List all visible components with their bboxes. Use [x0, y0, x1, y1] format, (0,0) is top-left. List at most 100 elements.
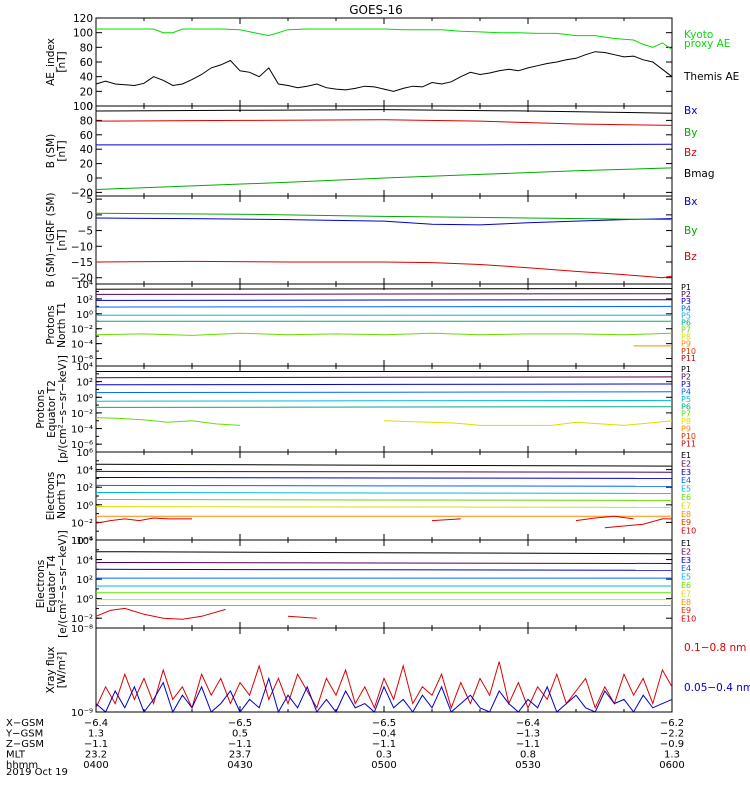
series-line	[95, 676, 673, 714]
series-line	[95, 607, 226, 620]
y-tick-label: 10⁴	[76, 556, 93, 567]
y-tick-label: 10⁻⁸	[71, 624, 93, 635]
y-tick-label: 10⁻⁶	[71, 440, 93, 451]
y-tick-label: 100	[73, 101, 93, 113]
y-tick-label: 10⁴	[76, 362, 93, 373]
footer-row-label: X−GSM	[6, 718, 44, 729]
y-tick-label: 10²	[76, 575, 93, 586]
legend-entry: P7	[681, 326, 691, 335]
y-axis-label: [nT]	[56, 229, 68, 250]
legend-entry: Bz	[684, 147, 697, 159]
y-axis-label: Equator T4	[46, 555, 58, 613]
legend-entry: P1	[681, 365, 691, 374]
series-line	[95, 399, 673, 402]
legend-entry: By	[684, 127, 697, 139]
series-line	[95, 568, 673, 571]
panel-frame	[95, 283, 673, 367]
legend-entry: P10	[681, 432, 696, 441]
series-line	[95, 492, 673, 494]
legend-entry: 0.05−0.4 nm	[684, 682, 750, 694]
y-tick-label: 80	[80, 42, 93, 54]
series-line	[95, 484, 673, 487]
series-line	[95, 167, 673, 190]
y-tick-label: 10⁻⁴	[71, 340, 93, 351]
series-line	[95, 293, 673, 295]
footer-value: −1.1	[516, 739, 540, 750]
footer-value: −1.1	[84, 739, 108, 750]
legend-entry: E3	[681, 556, 691, 565]
footer-row-label: MLT	[6, 750, 26, 761]
y-axis-label: B (SM)−IGRF (SM)	[45, 192, 57, 287]
series-line	[95, 463, 673, 467]
series-line	[96, 143, 673, 146]
y-tick-label: 0	[86, 173, 93, 185]
y-tick-label: 0	[86, 101, 93, 113]
legend-entry: Kyoto	[684, 29, 713, 41]
footer-value: −0.4	[372, 729, 396, 740]
y-axis-label: North T1	[56, 302, 68, 348]
y-axis-label: Equator T2	[46, 380, 58, 438]
footer-value: 0.3	[376, 750, 392, 761]
series-line	[95, 260, 673, 279]
legend-entry: P11	[681, 354, 696, 363]
footer-value: −6.5	[228, 718, 252, 729]
series-line	[95, 332, 673, 336]
y-tick-label: 20	[80, 86, 93, 98]
footer-value: −2.2	[660, 729, 684, 740]
legend-entry: P7	[681, 410, 691, 419]
plot-title: GOES-16	[349, 3, 403, 17]
series-line	[95, 517, 192, 524]
y-tick-label: −10	[71, 241, 93, 253]
y-axis-label: Xray flux	[45, 647, 57, 694]
y-tick-label: −5	[78, 226, 93, 238]
y-axis-label: Protons	[45, 305, 57, 344]
y-axis-label: AE_index	[45, 38, 57, 86]
legend-entry: E7	[681, 501, 691, 510]
footer-value: −1.1	[372, 739, 396, 750]
series-line	[575, 515, 634, 522]
panel-protons_t1: 10⁴ 10² 10⁰ 10⁻² 10⁻⁴ 10⁻⁶ Protons North T1 P1P2…	[45, 280, 696, 367]
legend-entry: E4	[681, 476, 691, 485]
series-line	[95, 391, 673, 394]
y-tick-label: 10⁻²	[71, 409, 93, 420]
series-line	[95, 499, 673, 501]
legend-entry: P4	[681, 304, 691, 313]
legend-entry: P1	[681, 283, 691, 292]
y-tick-label: 10⁰	[76, 595, 93, 606]
legend-entry: Bx	[684, 105, 697, 117]
series-line	[95, 506, 673, 508]
series-line	[287, 615, 317, 619]
legend-entry: E4	[681, 564, 691, 573]
legend-entry: E3	[681, 468, 691, 477]
y-tick-label: 10⁰	[76, 310, 93, 321]
y-tick-label: −15	[71, 257, 93, 269]
legend-entry: Themis AE	[683, 71, 739, 83]
footer-value: −6.4	[84, 718, 108, 729]
legend-entry: P3	[681, 297, 691, 306]
footer-value: −6.2	[660, 718, 684, 729]
y-axis-label: [p/(cm²−s−sr−keV)]	[57, 355, 69, 463]
y-tick-label: −20	[71, 187, 93, 199]
legend-entry: P6	[681, 318, 691, 327]
series-line	[95, 288, 673, 290]
legend-entry: E8	[681, 510, 691, 519]
legend-entry: E10	[681, 527, 696, 536]
series-line	[95, 406, 673, 408]
footer-value: −6.5	[372, 718, 396, 729]
y-tick-label: 10⁻²	[71, 325, 93, 336]
y-axis-label: Electrons	[45, 472, 57, 521]
series-line	[95, 477, 673, 479]
y-tick-label: 10²	[76, 378, 93, 389]
y-axis-label: B (SM)	[45, 134, 57, 168]
legend: Bx By Bz	[684, 196, 697, 263]
legend-entry: E10	[681, 615, 696, 624]
legend-entry: P9	[681, 340, 691, 349]
footer-value: 1.3	[664, 750, 680, 761]
legend-entry: Bmag	[684, 168, 715, 180]
